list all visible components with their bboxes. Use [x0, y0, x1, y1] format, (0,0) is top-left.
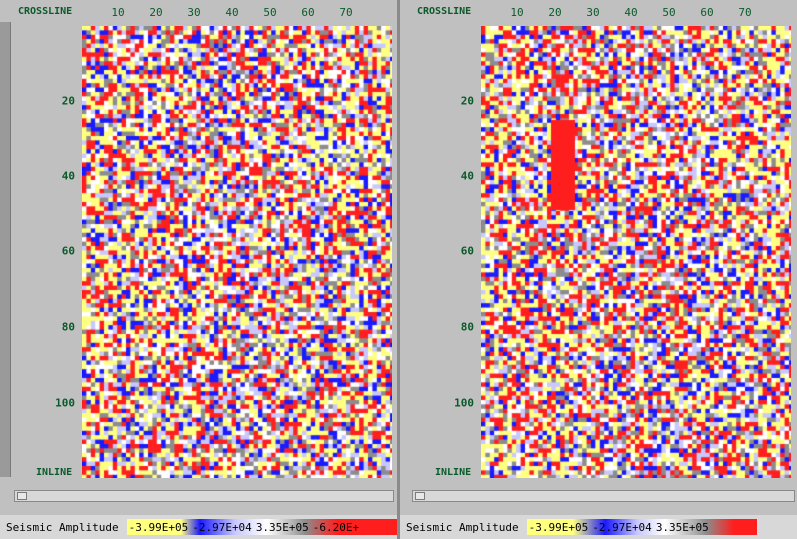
x-tick-label: 30 — [586, 6, 600, 19]
x-tick-label: 40 — [225, 6, 239, 19]
crossline-axis-label: CROSSLINE — [18, 6, 73, 17]
legend-value: 3.35E+05 — [255, 520, 309, 534]
legend-value: -3.99E+05 — [528, 520, 589, 534]
x-tick-label: 50 — [263, 6, 277, 19]
scroll-left-arrow-icon[interactable] — [17, 492, 27, 500]
y-tick-label: 40 — [61, 169, 75, 183]
inline-axis-label: INLINE — [36, 467, 73, 478]
legend-value: -6.20E+ — [312, 520, 360, 534]
x-tick-label: 50 — [662, 6, 676, 19]
horizontal-scrollbar[interactable] — [412, 490, 795, 502]
color-legend: Seismic Amplitude -3.99E+05 -2.97E+04 3.… — [0, 515, 397, 539]
scroll-left-arrow-icon[interactable] — [415, 492, 425, 500]
y-tick-label: 100 — [55, 396, 75, 410]
y-tick-label: 100 — [454, 396, 474, 410]
y-tick-label: 20 — [460, 94, 474, 108]
inline-axis-label: INLINE — [435, 467, 472, 478]
x-tick-label: 30 — [187, 6, 201, 19]
legend-title: Seismic Amplitude — [406, 520, 519, 534]
x-tick-label: 40 — [624, 6, 638, 19]
x-tick-label: 70 — [339, 6, 353, 19]
legend-title: Seismic Amplitude — [6, 520, 119, 534]
y-tick-label: 80 — [61, 320, 75, 334]
crossline-axis-label: CROSSLINE — [417, 6, 472, 17]
x-tick-label: 10 — [510, 6, 524, 19]
legend-value: -2.97E+04 — [192, 520, 252, 534]
x-tick-label: 20 — [548, 6, 562, 19]
x-tick-label: 60 — [700, 6, 714, 19]
crossline-axis-header: CROSSLINE 10 20 30 40 50 60 70 — [400, 0, 797, 22]
seismic-view-left: CROSSLINE 10 20 30 40 50 60 70 20 40 60 … — [0, 0, 397, 490]
y-tick-label: 60 — [460, 244, 474, 258]
y-tick-label: 60 — [61, 244, 75, 258]
y-tick-label: 80 — [460, 320, 474, 334]
x-tick-label: 60 — [301, 6, 315, 19]
seismic-amplitude-map[interactable] — [481, 26, 791, 478]
legend-value: -2.97E+04 — [592, 520, 652, 534]
horizontal-scrollbar[interactable] — [14, 490, 394, 502]
crossline-axis-header: CROSSLINE 10 20 30 40 50 60 70 — [0, 0, 397, 22]
vertical-scrollbar[interactable] — [0, 22, 11, 477]
legend-color-ramp: -3.99E+05 -2.97E+04 3.35E+05 -6.20E+ — [126, 519, 397, 535]
legend-value: -3.99E+05 — [128, 520, 189, 534]
legend-color-ramp: -3.99E+05 -2.97E+04 3.35E+05 — [526, 519, 757, 535]
seismic-view-right: CROSSLINE 10 20 30 40 50 60 70 20 40 60 … — [400, 0, 797, 490]
color-legend: Seismic Amplitude -3.99E+05 -2.97E+04 3.… — [400, 515, 797, 539]
x-tick-label: 10 — [111, 6, 125, 19]
x-tick-label: 20 — [149, 6, 163, 19]
x-tick-label: 70 — [738, 6, 752, 19]
y-tick-label: 40 — [460, 169, 474, 183]
legend-value: 3.35E+05 — [655, 520, 709, 534]
panel-divider[interactable] — [397, 0, 400, 539]
y-tick-label: 20 — [61, 94, 75, 108]
seismic-amplitude-map[interactable] — [82, 26, 392, 478]
